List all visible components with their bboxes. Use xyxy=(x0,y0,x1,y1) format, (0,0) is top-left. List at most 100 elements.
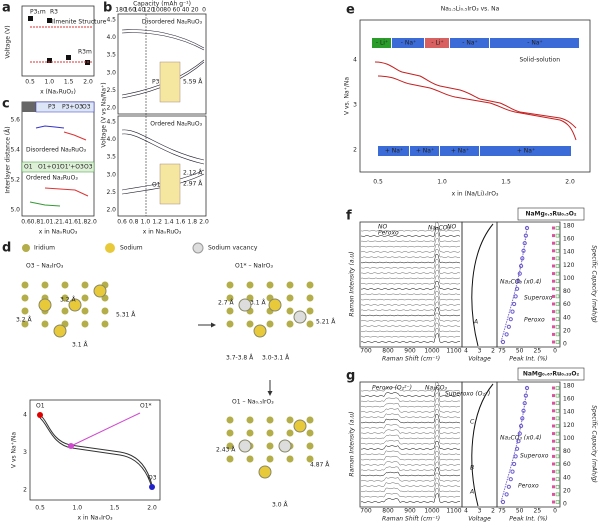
axes xyxy=(496,221,561,348)
point-label: O1* xyxy=(140,403,152,410)
top-tick-label: 160 xyxy=(124,7,136,14)
atom xyxy=(81,307,89,315)
atom xyxy=(226,281,234,289)
panel-label: a xyxy=(2,1,11,16)
marker xyxy=(512,301,517,307)
atom xyxy=(81,320,89,328)
x-tick-label: 25 xyxy=(534,348,542,355)
marker xyxy=(552,302,555,306)
annotation: C xyxy=(470,419,475,426)
annotation: Peroxo xyxy=(524,317,545,324)
y2-tick-label: 60 xyxy=(563,301,571,308)
y2-label: Specific Capacity (mAh/g) xyxy=(591,245,598,323)
marker xyxy=(555,340,560,344)
spectrum xyxy=(360,472,461,482)
y-tick-label: 3 xyxy=(23,449,27,456)
marker xyxy=(555,317,560,321)
band xyxy=(21,161,95,173)
subtitle: Ordered Na₂RuO₃ xyxy=(150,121,202,128)
marker xyxy=(555,226,560,230)
x-label: x in (Na/Li)ₓIrO₃ xyxy=(452,191,499,198)
y-tick-label: 2 xyxy=(353,147,357,154)
atom xyxy=(306,307,314,315)
annotation: P3₁m xyxy=(30,9,46,16)
x-tick-label: 0.8 xyxy=(31,219,41,226)
distance: 4.87 Å xyxy=(310,462,330,469)
y-tick-label: 4 xyxy=(353,57,357,64)
marker xyxy=(504,492,509,497)
marker xyxy=(524,385,530,391)
band xyxy=(35,101,95,113)
spectrum xyxy=(360,227,461,237)
spectrum xyxy=(360,317,461,327)
step-label: - Li⁺ xyxy=(376,40,388,47)
marker xyxy=(555,424,560,428)
phase-segment xyxy=(378,146,409,156)
marker xyxy=(552,264,555,268)
annotation: Solid-solution xyxy=(519,57,560,64)
band xyxy=(22,102,36,112)
distance: 3.0-3.1 Å xyxy=(262,355,290,362)
top-tick-label: 60 xyxy=(173,7,181,14)
step-label: + Na⁺ xyxy=(451,148,469,155)
x-tick-label: 1.6 xyxy=(68,219,78,226)
marker xyxy=(520,416,525,421)
x-tick-label: 800 xyxy=(382,348,394,355)
y-tick-label: 3.0 xyxy=(106,69,116,76)
marker xyxy=(521,248,526,253)
marker xyxy=(552,279,555,283)
atom xyxy=(101,320,109,328)
marker xyxy=(504,332,509,337)
top-tick-label: 180 xyxy=(115,7,127,14)
atom xyxy=(278,439,292,453)
marker xyxy=(555,393,560,398)
x-label: Peak Int. (%) xyxy=(509,356,548,363)
atom xyxy=(226,429,234,437)
atom xyxy=(81,281,89,289)
peak-trend xyxy=(500,225,528,343)
x-tick-label: 800 xyxy=(382,508,394,515)
marker xyxy=(555,302,560,306)
axes xyxy=(21,101,95,217)
marker xyxy=(555,309,560,314)
annotation: Peroxo xyxy=(518,483,539,490)
step-label: - Na⁺ xyxy=(527,40,542,47)
x-tick-label: 1.0 xyxy=(73,505,83,512)
marker xyxy=(523,393,528,398)
x-tick-label: 0.6 xyxy=(117,219,127,226)
y-tick-label: 2.0 xyxy=(106,105,116,112)
axes xyxy=(21,5,95,77)
marker xyxy=(555,477,560,481)
annotation: Na₂CO₃ xyxy=(425,385,447,392)
distance: 3.2 Å xyxy=(60,297,76,304)
distance: 3.1 Å xyxy=(250,300,266,307)
marker xyxy=(552,416,555,420)
marker xyxy=(510,309,515,314)
x-tick-label: 3 xyxy=(478,348,482,355)
x-label: Peak Int. (%) xyxy=(509,516,548,523)
x-tick-label: 700 xyxy=(360,508,372,515)
point-label: O3 xyxy=(148,475,157,482)
atom xyxy=(61,294,69,302)
phase-bar: - Li⁺ - Na⁺ - Li⁺ - Na⁺ - Na⁺ + Na⁺ + Na⁺ + Na⁺… xyxy=(372,38,579,156)
marker xyxy=(555,325,560,329)
x-tick-label: 1.8 xyxy=(188,219,198,226)
marker xyxy=(508,317,513,322)
top-tick-label: 140 xyxy=(134,7,146,14)
compound-box xyxy=(517,207,585,221)
marker xyxy=(552,386,555,390)
marker xyxy=(552,249,555,253)
distance: 2.7 Å xyxy=(218,300,234,307)
atom xyxy=(286,281,294,289)
subtitle: Disordered Na₂RuO₃ xyxy=(142,19,203,26)
structure xyxy=(159,61,181,103)
compound-box xyxy=(517,367,585,381)
annotation: R3m xyxy=(78,49,92,56)
marker xyxy=(552,317,555,321)
top-tick-label: 100 xyxy=(152,7,164,14)
atom xyxy=(306,455,314,463)
y-tick-label: 5.6 xyxy=(10,117,20,124)
atom xyxy=(306,442,314,450)
y2-tick-label: 180 xyxy=(563,383,575,390)
caption: Ordered Na₂RuO₃ xyxy=(26,175,78,182)
